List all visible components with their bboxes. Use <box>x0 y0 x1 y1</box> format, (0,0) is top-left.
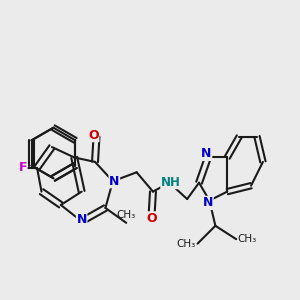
Text: CH₃: CH₃ <box>238 234 257 244</box>
Text: NH: NH <box>161 176 181 189</box>
Text: N: N <box>203 196 213 209</box>
Text: F: F <box>19 161 27 174</box>
Text: CH₃: CH₃ <box>177 238 196 249</box>
Text: O: O <box>88 129 99 142</box>
Text: O: O <box>146 212 157 225</box>
Text: CH₃: CH₃ <box>117 210 136 220</box>
Text: N: N <box>201 147 212 161</box>
Text: N: N <box>76 213 87 226</box>
Text: N: N <box>109 175 119 188</box>
